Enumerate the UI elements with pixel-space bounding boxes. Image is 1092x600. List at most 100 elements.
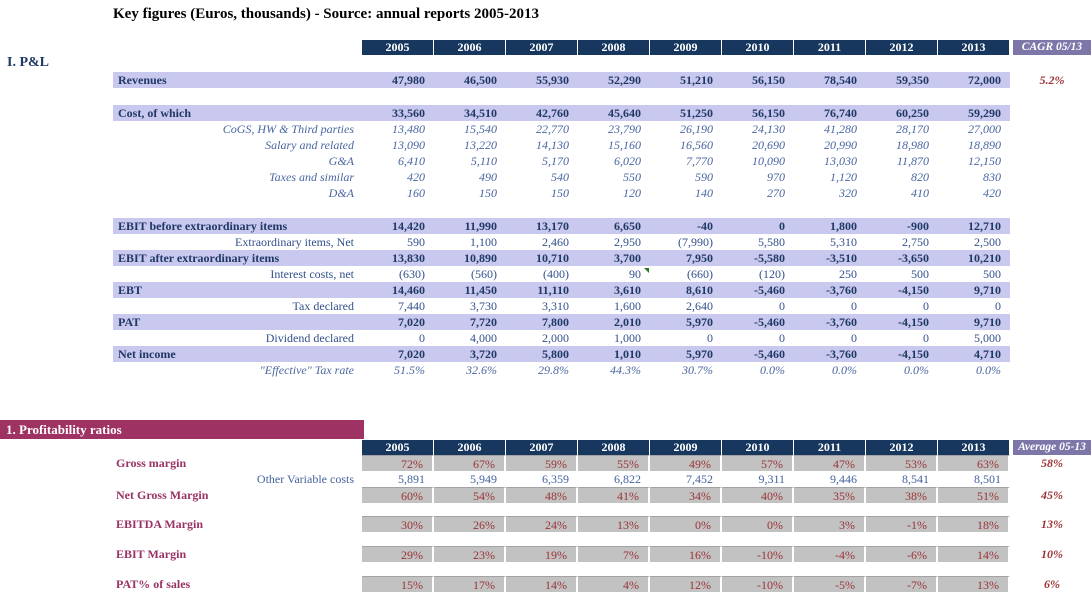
- data-cell[interactable]: -3,650: [866, 250, 938, 266]
- data-cell[interactable]: 420: [407, 170, 425, 184]
- data-cell[interactable]: 270: [767, 186, 785, 200]
- data-cell[interactable]: 34,510: [434, 105, 506, 121]
- data-cell[interactable]: 9,710: [938, 282, 1010, 298]
- year-column-header[interactable]: 2012: [866, 440, 938, 455]
- year-column-header[interactable]: 2013: [938, 40, 1010, 55]
- data-cell[interactable]: 46,500: [434, 72, 506, 88]
- data-cell[interactable]: 26%: [434, 516, 506, 532]
- data-cell[interactable]: 0.0%: [760, 363, 785, 377]
- data-cell[interactable]: 6,359: [542, 472, 569, 486]
- data-cell[interactable]: 0: [419, 331, 425, 345]
- aggregate-cell[interactable]: 13%: [1041, 517, 1063, 531]
- data-cell[interactable]: 12,710: [938, 218, 1010, 234]
- data-cell[interactable]: 14,460: [362, 282, 434, 298]
- year-column-header[interactable]: 2010: [722, 440, 794, 455]
- data-cell[interactable]: 5,970: [650, 346, 722, 362]
- data-cell[interactable]: 6,410: [398, 154, 425, 168]
- data-cell[interactable]: -6%: [866, 546, 938, 562]
- data-cell[interactable]: 41,280: [824, 122, 857, 136]
- data-cell[interactable]: 150: [551, 186, 569, 200]
- aggregate-cell-empty[interactable]: [1013, 346, 1091, 362]
- data-cell[interactable]: 51,210: [650, 72, 722, 88]
- data-cell[interactable]: 7,770: [686, 154, 713, 168]
- year-column-header[interactable]: 2009: [650, 40, 722, 55]
- data-cell[interactable]: 3,310: [542, 299, 569, 313]
- aggregate-cell-empty[interactable]: [1013, 330, 1091, 346]
- data-cell[interactable]: 0%: [650, 516, 722, 532]
- data-cell[interactable]: 1,010: [578, 346, 650, 362]
- data-cell[interactable]: -5,460: [722, 282, 794, 298]
- data-cell[interactable]: 9,710: [938, 314, 1010, 330]
- section-label-pnl[interactable]: I. P&L: [7, 55, 49, 70]
- data-cell[interactable]: 6,650: [578, 218, 650, 234]
- data-cell[interactable]: 1,120: [830, 170, 857, 184]
- data-cell[interactable]: 13,830: [362, 250, 434, 266]
- year-column-header[interactable]: 2012: [866, 40, 938, 55]
- data-cell[interactable]: -10%: [722, 546, 794, 562]
- data-cell[interactable]: 47,980: [362, 72, 434, 88]
- aggregate-cell[interactable]: 5.2%: [1039, 73, 1065, 87]
- data-cell[interactable]: 18,890: [968, 138, 1001, 152]
- data-cell[interactable]: 7,950: [650, 250, 722, 266]
- data-cell[interactable]: 16,560: [680, 138, 713, 152]
- data-cell[interactable]: 0.0%: [832, 363, 857, 377]
- data-cell[interactable]: 2,460: [542, 235, 569, 249]
- data-cell[interactable]: 0: [722, 218, 794, 234]
- aggregate-cell-empty[interactable]: [1013, 169, 1091, 185]
- data-cell[interactable]: 1,600: [614, 299, 641, 313]
- data-cell[interactable]: 3%: [794, 516, 866, 532]
- data-cell[interactable]: 24%: [506, 516, 578, 532]
- data-cell[interactable]: -3,510: [794, 250, 866, 266]
- data-cell[interactable]: 16%: [650, 546, 722, 562]
- data-cell[interactable]: 34%: [650, 487, 722, 503]
- data-cell[interactable]: 54%: [434, 487, 506, 503]
- aggregate-cell[interactable]: 10%: [1041, 547, 1063, 561]
- year-column-header[interactable]: 2010: [722, 40, 794, 55]
- data-cell[interactable]: 53%: [866, 455, 938, 471]
- data-cell[interactable]: 32.6%: [466, 363, 497, 377]
- aggregate-cell[interactable]: 58%: [1041, 456, 1063, 470]
- data-cell[interactable]: 590: [407, 235, 425, 249]
- data-cell[interactable]: (660): [687, 267, 713, 281]
- data-cell[interactable]: 1,800: [794, 218, 866, 234]
- data-cell[interactable]: 8,610: [650, 282, 722, 298]
- row-label[interactable]: Other Variable costs: [256, 472, 354, 486]
- row-label[interactable]: PAT% of sales: [116, 577, 191, 591]
- year-column-header[interactable]: 2013: [938, 440, 1010, 455]
- data-cell[interactable]: 9,311: [758, 472, 785, 486]
- row-label[interactable]: Taxes and similar: [269, 170, 354, 184]
- data-cell[interactable]: 550: [623, 170, 641, 184]
- data-cell[interactable]: 29.8%: [538, 363, 569, 377]
- data-cell[interactable]: -5,460: [722, 314, 794, 330]
- data-cell[interactable]: 35%: [794, 487, 866, 503]
- aggregate-cell-empty[interactable]: [1013, 153, 1091, 169]
- data-cell[interactable]: 7,440: [398, 299, 425, 313]
- data-cell[interactable]: 22,770: [536, 122, 569, 136]
- data-cell[interactable]: 56,150: [722, 105, 794, 121]
- data-cell[interactable]: (120): [759, 267, 785, 281]
- data-cell[interactable]: 1,100: [470, 235, 497, 249]
- data-cell[interactable]: 45,640: [578, 105, 650, 121]
- data-cell[interactable]: (400): [543, 267, 569, 281]
- data-cell[interactable]: 10,710: [506, 250, 578, 266]
- year-column-header[interactable]: 2011: [794, 440, 866, 455]
- row-label[interactable]: Revenues: [113, 72, 362, 88]
- data-cell[interactable]: 410: [911, 186, 929, 200]
- data-cell[interactable]: 5,310: [830, 235, 857, 249]
- data-cell[interactable]: 7%: [578, 546, 650, 562]
- data-cell[interactable]: 33,560: [362, 105, 434, 121]
- data-cell[interactable]: 500: [911, 267, 929, 281]
- row-label[interactable]: Net Gross Margin: [116, 488, 209, 502]
- data-cell[interactable]: 38%: [866, 487, 938, 503]
- data-cell[interactable]: 19%: [506, 546, 578, 562]
- data-cell[interactable]: 2,500: [974, 235, 1001, 249]
- data-cell[interactable]: 60,250: [866, 105, 938, 121]
- data-cell[interactable]: -7%: [866, 576, 938, 592]
- year-column-header[interactable]: 2009: [650, 440, 722, 455]
- data-cell[interactable]: 3,720: [434, 346, 506, 362]
- row-label[interactable]: Salary and related: [265, 138, 354, 152]
- data-cell[interactable]: 29%: [362, 546, 434, 562]
- row-label[interactable]: Cost, of which: [113, 105, 362, 121]
- data-cell[interactable]: 590: [695, 170, 713, 184]
- data-cell[interactable]: 11,870: [896, 154, 929, 168]
